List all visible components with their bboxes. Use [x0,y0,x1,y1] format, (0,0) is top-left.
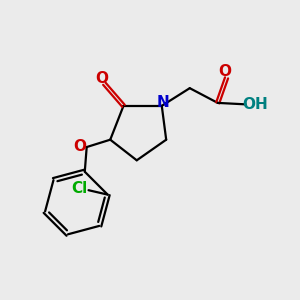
Text: OH: OH [242,97,268,112]
Text: O: O [95,71,109,86]
Text: O: O [74,139,87,154]
Text: Cl: Cl [71,181,87,196]
Text: O: O [219,64,232,80]
Text: N: N [157,94,169,110]
